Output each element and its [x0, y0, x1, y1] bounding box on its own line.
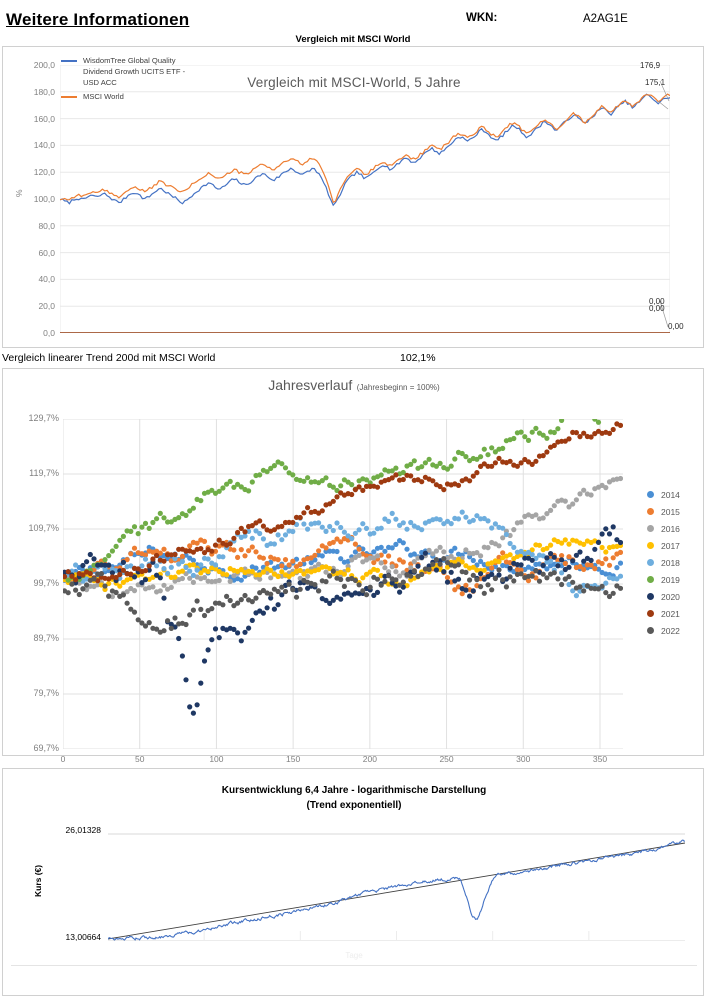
chart-panel-log: Kursentwicklung 6,4 Jahre - logarithmisc… — [2, 768, 704, 996]
chart1-ytick: 40,0 — [38, 274, 55, 285]
chart3-ytick-lower: 13,00664 — [65, 932, 101, 942]
chart1-plot-area — [60, 65, 670, 333]
chart2-xtick: 50 — [134, 754, 145, 764]
chart2-title: Jahresverlauf — [268, 377, 353, 393]
header-subtitle: Vergleich mit MSCI World — [295, 34, 411, 45]
legend-dot-icon — [647, 525, 654, 532]
chart2-legend-label: 2016 — [661, 524, 680, 534]
chart2-plot-area — [63, 419, 623, 749]
chart1-ytick: 200,0 — [33, 60, 55, 70]
chart1-ytick: 180,0 — [33, 86, 55, 97]
chart1-legend-item-etf: WisdomTree Global Quality Dividend Growt… — [61, 55, 191, 89]
chart2-legend-label: 2020 — [661, 592, 680, 602]
wkn-value: A2AG1E — [583, 13, 628, 25]
chart3-y-axis-label: Kurs (€) — [33, 864, 43, 897]
chart2-ytick: 99,7% — [33, 578, 59, 588]
chart2-legend-label: 2014 — [661, 490, 680, 500]
chart2-legend-label: 2018 — [661, 558, 680, 568]
chart3-x-axis-label: Tage — [345, 951, 363, 960]
chart1-title: Vergleich mit MSCI-World, 5 Jahre — [247, 75, 461, 90]
chart2-legend-label: 2015 — [661, 507, 680, 517]
chart1-ytick: 120,0 — [33, 167, 55, 178]
chart2-legend-item-2022[interactable]: 2022 — [647, 625, 680, 642]
page-header: Weitere Informationen WKN: A2AG1E Vergle… — [0, 0, 706, 45]
chart2-xtick: 200 — [362, 754, 377, 764]
chart2-title-block: Jahresverlauf (Jahresbeginn = 100%) — [3, 377, 705, 395]
chart2-xtick: 150 — [286, 754, 301, 764]
chart2-ytick: 109,7% — [28, 523, 59, 533]
chart1-ytick: 160,0 — [33, 113, 55, 124]
legend-dot-icon — [647, 610, 654, 617]
chart2-legend-label: 2019 — [661, 575, 680, 585]
legend-swatch-icon — [61, 60, 77, 63]
chart2-ytick: 129,7% — [28, 413, 59, 423]
wkn-label: WKN: — [466, 12, 498, 24]
chart2-legend-label: 2022 — [661, 626, 680, 636]
chart2-ytick: 79,7% — [33, 688, 59, 698]
chart-panel-yearly: Jahresverlauf (Jahresbeginn = 100%) 129,… — [2, 368, 705, 764]
chart1-legend-label-msci: MSCI World — [83, 91, 124, 101]
trend-comparison-label: Vergleich linearer Trend 200d mit MSCI W… — [2, 352, 216, 364]
chart2-ytick: 89,7% — [33, 633, 59, 643]
legend-dot-icon — [647, 576, 654, 583]
chart2-xtick: 250 — [439, 754, 454, 764]
chart1-zerolabel-3: 0,00 — [668, 322, 684, 331]
chart2-legend-label: 2017 — [661, 541, 680, 551]
legend-swatch-icon — [61, 95, 77, 98]
chart1-endlabel-msci: 176,9 — [640, 61, 661, 70]
chart1-ytick: 20,0 — [38, 301, 55, 312]
chart3-title-block: Kursentwicklung 6,4 Jahre - logarithmisc… — [3, 783, 705, 813]
chart2-legend-item-2015[interactable]: 2015 — [647, 506, 680, 523]
chart3-title-line1: Kursentwicklung 6,4 Jahre - logarithmisc… — [221, 785, 487, 796]
chart1-ytick: 0,0 — [43, 328, 55, 338]
chart1-ytick: 60,0 — [38, 247, 55, 258]
chart3-baseline-divider — [11, 965, 697, 966]
chart2-xtick: 100 — [209, 754, 224, 764]
chart2-legend-item-2016[interactable]: 2016 — [647, 523, 680, 540]
legend-dot-icon — [647, 593, 654, 600]
chart2-legend-item-2018[interactable]: 2018 — [647, 557, 680, 574]
chart1-legend: WisdomTree Global Quality Dividend Growt… — [61, 55, 191, 102]
legend-dot-icon — [647, 508, 654, 515]
chart1-ytick: 140,0 — [33, 140, 55, 151]
chart2-xtick: 300 — [516, 754, 531, 764]
chart3-title-line2: (Trend exponentiell) — [306, 800, 402, 811]
chart1-endlabel-etf: 175,1 — [645, 78, 666, 87]
chart2-legend-item-2020[interactable]: 2020 — [647, 591, 680, 608]
chart-panel-comparison: Vergleich mit MSCI-World, 5 Jahre % 200,… — [2, 46, 704, 348]
chart2-subtitle: (Jahresbeginn = 100%) — [356, 383, 440, 392]
chart2-ytick: 69,7% — [33, 743, 59, 753]
chart2-legend-item-2017[interactable]: 2017 — [647, 540, 680, 557]
chart1-zerolabel-2: 0,00 — [649, 304, 665, 313]
chart2-xtick: 0 — [60, 754, 66, 764]
chart1-legend-label-etf: WisdomTree Global Quality Dividend Growt… — [83, 56, 186, 88]
legend-dot-icon — [647, 627, 654, 634]
chart2-legend-item-2014[interactable]: 2014 — [647, 489, 680, 506]
chart2-legend-item-2021[interactable]: 2021 — [647, 608, 680, 625]
chart2-legend: 2014 2015 2016 2017 2018 2019 2020 2021 2022 — [647, 489, 680, 642]
trend-comparison-value: 102,1% — [400, 352, 436, 364]
chart1-ytick: 80,0 — [38, 220, 55, 231]
trend-comparison-bar: Vergleich linearer Trend 200d mit MSCI W… — [0, 350, 706, 368]
chart2-xtick: 350 — [592, 754, 608, 764]
legend-dot-icon — [647, 542, 654, 549]
chart1-legend-item-msci: MSCI World — [61, 91, 191, 102]
chart3-plot-area — [108, 833, 685, 941]
chart3-ytick-upper: 26,01328 — [65, 825, 101, 835]
page-title: Weitere Informationen — [6, 10, 190, 29]
chart2-ytick: 119,7% — [29, 468, 59, 478]
chart2-legend-label: 2021 — [661, 609, 680, 619]
chart2-legend-item-2019[interactable]: 2019 — [647, 574, 680, 591]
legend-dot-icon — [647, 559, 654, 566]
chart1-ytick: 100,0 — [33, 194, 55, 204]
legend-dot-icon — [647, 491, 654, 498]
chart1-zerolabel-1: 0,00 — [649, 297, 665, 306]
